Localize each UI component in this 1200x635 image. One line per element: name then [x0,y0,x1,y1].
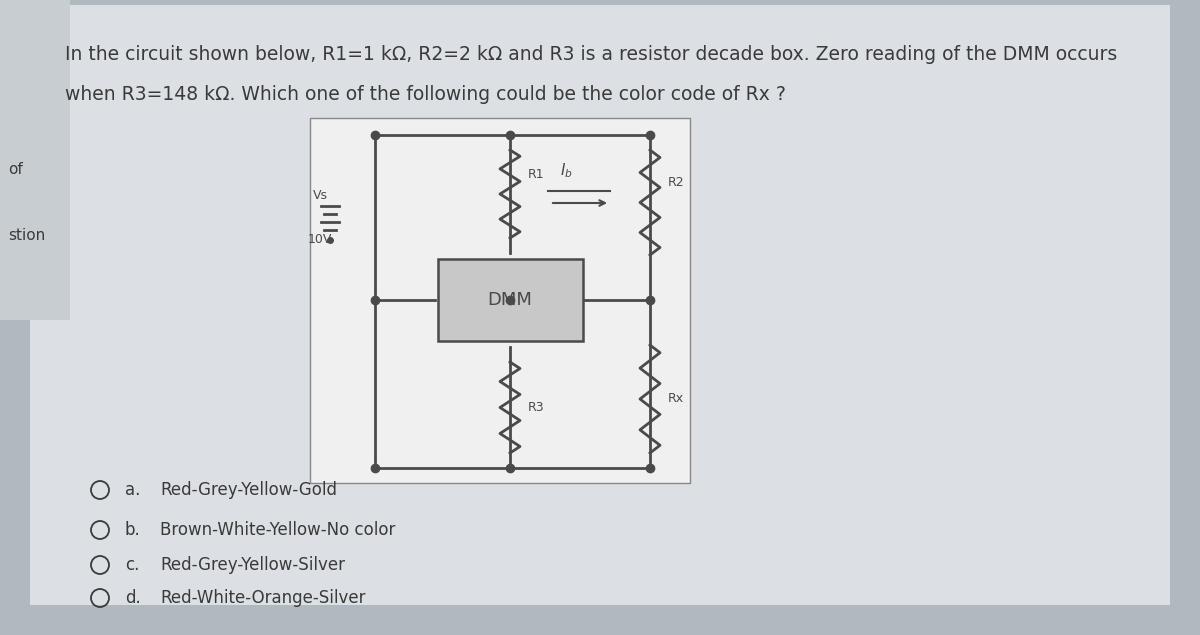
Text: R2: R2 [668,176,685,189]
Text: stion: stion [8,227,46,243]
Text: of: of [8,163,23,178]
Text: Red-White-Orange-Silver: Red-White-Orange-Silver [160,589,366,607]
Text: Red-Grey-Yellow-Gold: Red-Grey-Yellow-Gold [160,481,337,499]
Text: Brown-White-Yellow-No color: Brown-White-Yellow-No color [160,521,395,539]
Text: Rx: Rx [668,392,684,406]
Text: R1: R1 [528,168,545,180]
Text: d.: d. [125,589,140,607]
Text: b.: b. [125,521,140,539]
Text: c.: c. [125,556,139,574]
Text: DMM: DMM [487,291,533,309]
FancyBboxPatch shape [310,118,690,483]
FancyBboxPatch shape [30,5,1170,605]
FancyBboxPatch shape [0,0,70,320]
Text: Vs: Vs [312,189,328,202]
Text: R3: R3 [528,401,545,414]
Text: when R3=148 kΩ. Which one of the following could be the color code of Rx ?: when R3=148 kΩ. Which one of the followi… [65,85,786,104]
Text: a.: a. [125,481,140,499]
Text: In the circuit shown below, R1=1 kΩ, R2=2 kΩ and R3 is a resistor decade box. Ze: In the circuit shown below, R1=1 kΩ, R2=… [65,45,1117,64]
Text: $I_b$: $I_b$ [560,162,572,180]
Text: Red-Grey-Yellow-Silver: Red-Grey-Yellow-Silver [160,556,346,574]
FancyBboxPatch shape [438,259,582,341]
Text: 10V: 10V [308,233,332,246]
